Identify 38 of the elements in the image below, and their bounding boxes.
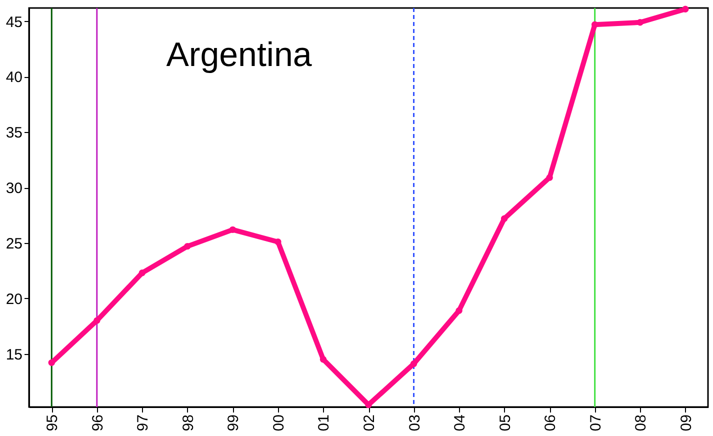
- x-tick-label: 98: [180, 414, 197, 432]
- point: [410, 360, 418, 368]
- x-tick-label: 95: [44, 414, 62, 432]
- point: [591, 21, 598, 28]
- y-tick-label: 25: [6, 235, 22, 252]
- y-tick-label: 30: [6, 180, 22, 198]
- x-tick-label: 03: [406, 414, 424, 432]
- x-tick-label: 05: [496, 414, 514, 432]
- point: [636, 19, 644, 26]
- x-tick-label: 04: [452, 414, 469, 432]
- x-tick-label: 09: [678, 414, 695, 432]
- x-tick-label: 08: [632, 414, 650, 432]
- point: [320, 356, 327, 363]
- x-tick-label: 06: [542, 414, 560, 432]
- y-tick-label: 40: [6, 69, 22, 86]
- y-tick-label: 35: [6, 124, 22, 142]
- point: [456, 307, 462, 314]
- point: [500, 215, 508, 222]
- point: [184, 242, 191, 250]
- point: [274, 238, 282, 246]
- text: Argentina: [166, 36, 312, 74]
- x-tick-label: 97: [134, 414, 152, 432]
- point: [94, 317, 100, 324]
- y-tick-label: 15: [6, 346, 22, 364]
- x-tick-label: 99: [225, 414, 242, 432]
- x-tick-label: 07: [587, 414, 604, 432]
- x-tick-label: 01: [316, 414, 333, 432]
- y-tick-label: 20: [6, 290, 22, 308]
- point: [48, 359, 55, 366]
- point: [229, 226, 236, 234]
- y-tick-label: 45: [6, 14, 22, 31]
- point: [365, 401, 372, 408]
- point: [546, 174, 553, 181]
- x-tick-label: 00: [270, 414, 288, 432]
- x-tick-label: 96: [89, 414, 106, 432]
- point: [682, 6, 689, 12]
- x-tick-label: 02: [361, 414, 378, 432]
- point: [138, 270, 146, 276]
